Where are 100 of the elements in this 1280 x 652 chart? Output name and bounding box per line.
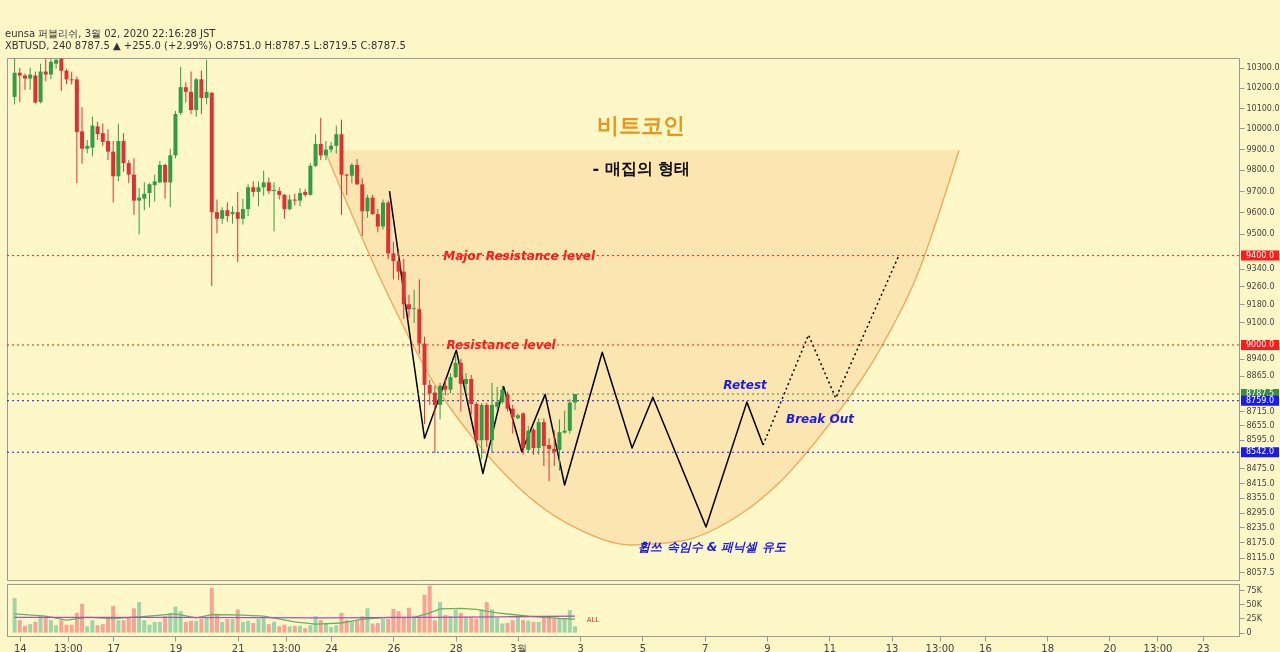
bar bbox=[536, 621, 541, 633]
x-tick-label: 13:00 bbox=[271, 642, 301, 652]
candlestick bbox=[292, 193, 297, 206]
y-tick-label: 8295.0 bbox=[1246, 508, 1275, 518]
candlestick bbox=[256, 180, 261, 207]
bar bbox=[261, 617, 266, 633]
candlestick bbox=[406, 294, 411, 319]
y-tick-label: 8655.0 bbox=[1246, 420, 1275, 430]
candlestick bbox=[557, 418, 562, 472]
y-tick-label: 9700.0 bbox=[1246, 186, 1275, 196]
candlestick bbox=[121, 132, 126, 173]
bar bbox=[417, 616, 422, 633]
candlestick bbox=[318, 117, 323, 161]
bar bbox=[266, 624, 271, 633]
candlestick bbox=[438, 382, 443, 420]
candlestick bbox=[204, 59, 209, 105]
x-tick-label: 3월 bbox=[510, 642, 527, 652]
candlestick bbox=[562, 410, 567, 435]
candlestick bbox=[370, 194, 375, 216]
x-tick-label: 24 bbox=[325, 642, 338, 652]
candlestick bbox=[240, 198, 245, 226]
y-tick-label: 10300.0 bbox=[1246, 63, 1280, 73]
x-tick-label: 11 bbox=[823, 642, 837, 652]
bar bbox=[33, 621, 38, 633]
candlestick bbox=[515, 412, 520, 420]
bar bbox=[365, 608, 370, 633]
y-tick-label: 8715.0 bbox=[1246, 406, 1275, 416]
candlestick bbox=[157, 160, 162, 184]
candlestick bbox=[334, 125, 339, 154]
candlestick bbox=[391, 241, 396, 280]
bar bbox=[526, 620, 531, 633]
ref-line-label: 9400.0 bbox=[1246, 250, 1274, 260]
bar bbox=[464, 616, 469, 633]
bar bbox=[230, 619, 235, 633]
y-tick-label: 10200.0 bbox=[1246, 83, 1280, 93]
bar bbox=[510, 620, 515, 633]
candlestick bbox=[272, 181, 277, 232]
x-tick-label: 23 bbox=[1197, 642, 1210, 652]
candlestick bbox=[17, 67, 22, 103]
candlestick bbox=[183, 81, 188, 104]
candlestick bbox=[381, 199, 386, 231]
x-tick-label: 16 bbox=[979, 642, 992, 652]
x-tick-label: 9 bbox=[764, 642, 771, 652]
candlestick bbox=[22, 73, 27, 91]
x-tick-label: 13:00 bbox=[1143, 642, 1173, 652]
y-tick-label: 8940.0 bbox=[1246, 354, 1275, 364]
y-tick-label: 10100.0 bbox=[1246, 103, 1280, 113]
bar bbox=[412, 615, 417, 633]
candlestick bbox=[448, 372, 453, 394]
bar bbox=[557, 618, 562, 633]
candlestick bbox=[396, 250, 401, 281]
y-tick-label: 75K bbox=[1246, 585, 1263, 595]
bar bbox=[163, 616, 168, 633]
text: - 매집의 형태 bbox=[592, 159, 691, 178]
candlestick bbox=[199, 70, 204, 115]
line-series bbox=[13, 607, 576, 625]
candlestick bbox=[230, 205, 235, 225]
annotation: Break Out bbox=[786, 412, 856, 426]
x-tick-label: 21 bbox=[231, 642, 245, 652]
ref-line-label: 8542.0 bbox=[1246, 447, 1274, 457]
bar bbox=[355, 620, 360, 633]
candlestick bbox=[126, 159, 131, 184]
bar bbox=[251, 623, 256, 633]
candlestick bbox=[500, 385, 505, 405]
bar bbox=[297, 625, 302, 633]
bar bbox=[277, 626, 282, 633]
bar bbox=[220, 621, 225, 633]
bar bbox=[438, 602, 443, 633]
y-tick-label: 9600.0 bbox=[1246, 207, 1275, 217]
annotation: Resistance level bbox=[446, 337, 557, 352]
bar bbox=[116, 620, 121, 633]
candlestick bbox=[282, 193, 287, 220]
bar bbox=[59, 620, 64, 633]
y-tick-label: 9500.0 bbox=[1246, 229, 1275, 239]
bar bbox=[199, 618, 204, 633]
bar bbox=[131, 608, 136, 633]
candlestick bbox=[225, 202, 230, 223]
annotation: 휩쓰 속임수 & 패닉셀 유도 bbox=[638, 540, 787, 554]
candlestick bbox=[344, 173, 349, 196]
bar bbox=[38, 616, 43, 633]
y-tick-label: 50K bbox=[1246, 599, 1263, 609]
ref-line-label: 9000.0 bbox=[1246, 339, 1274, 349]
x-tick-label: 7 bbox=[702, 642, 709, 652]
x-tick-label: 18 bbox=[1041, 642, 1055, 652]
candlestick bbox=[28, 67, 33, 91]
y-tick-label: 0 bbox=[1246, 628, 1252, 638]
bar bbox=[272, 621, 277, 633]
bar bbox=[453, 610, 458, 633]
candlestick bbox=[531, 427, 536, 456]
bar bbox=[204, 617, 209, 633]
bar bbox=[406, 607, 411, 633]
y-tick-label: 8475.0 bbox=[1246, 463, 1275, 473]
y-tick-label: 8355.0 bbox=[1246, 493, 1275, 503]
bar bbox=[531, 621, 536, 633]
candlestick bbox=[552, 430, 557, 467]
candlestick bbox=[163, 163, 168, 200]
bar bbox=[137, 602, 142, 633]
candlestick bbox=[505, 391, 510, 413]
candlestick bbox=[137, 187, 142, 235]
candlestick bbox=[43, 58, 48, 82]
